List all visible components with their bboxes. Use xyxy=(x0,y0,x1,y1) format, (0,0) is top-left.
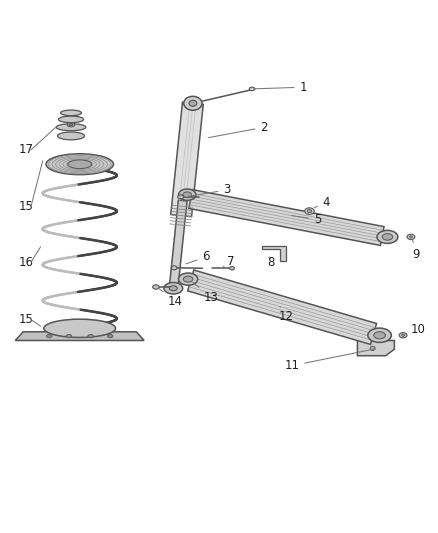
Ellipse shape xyxy=(179,189,196,200)
Text: 8: 8 xyxy=(267,256,274,269)
Ellipse shape xyxy=(66,334,72,338)
Ellipse shape xyxy=(170,286,177,291)
Ellipse shape xyxy=(230,266,234,270)
Ellipse shape xyxy=(189,100,197,107)
Text: 9: 9 xyxy=(413,240,420,261)
Text: 3: 3 xyxy=(188,183,231,196)
Ellipse shape xyxy=(152,285,159,289)
Ellipse shape xyxy=(399,333,407,338)
Ellipse shape xyxy=(67,123,75,127)
Text: 10: 10 xyxy=(404,323,425,336)
Text: 15: 15 xyxy=(19,200,34,213)
Ellipse shape xyxy=(60,110,81,116)
Ellipse shape xyxy=(407,235,415,239)
Ellipse shape xyxy=(382,233,392,240)
Polygon shape xyxy=(169,200,187,291)
Ellipse shape xyxy=(164,282,183,294)
Ellipse shape xyxy=(410,236,413,238)
Ellipse shape xyxy=(402,334,405,336)
Ellipse shape xyxy=(184,276,193,282)
Ellipse shape xyxy=(57,132,85,140)
Polygon shape xyxy=(187,270,377,344)
Text: 6: 6 xyxy=(186,251,210,264)
Text: 5: 5 xyxy=(291,213,321,226)
Polygon shape xyxy=(15,332,144,341)
Polygon shape xyxy=(261,246,286,261)
Text: 13: 13 xyxy=(193,282,219,304)
Text: 16: 16 xyxy=(19,256,34,269)
Ellipse shape xyxy=(107,334,113,338)
Ellipse shape xyxy=(249,87,255,91)
Text: 12: 12 xyxy=(278,306,293,323)
Ellipse shape xyxy=(46,154,113,175)
Text: 15: 15 xyxy=(19,313,34,326)
Text: 4: 4 xyxy=(314,196,330,208)
Ellipse shape xyxy=(307,209,311,213)
Ellipse shape xyxy=(68,160,92,168)
Ellipse shape xyxy=(368,328,391,342)
Ellipse shape xyxy=(58,116,84,123)
Text: 14: 14 xyxy=(159,289,183,308)
Polygon shape xyxy=(357,341,394,356)
Ellipse shape xyxy=(178,195,184,199)
Polygon shape xyxy=(171,102,203,217)
Ellipse shape xyxy=(377,230,398,244)
Ellipse shape xyxy=(370,346,375,351)
Ellipse shape xyxy=(184,96,202,110)
Ellipse shape xyxy=(44,319,116,337)
Polygon shape xyxy=(189,190,384,245)
Ellipse shape xyxy=(183,192,191,198)
Ellipse shape xyxy=(305,208,314,214)
Text: 1: 1 xyxy=(254,80,307,94)
Ellipse shape xyxy=(171,266,177,270)
Text: 17: 17 xyxy=(19,143,34,156)
Ellipse shape xyxy=(179,273,198,285)
Text: 7: 7 xyxy=(223,255,234,268)
Ellipse shape xyxy=(69,124,73,126)
Ellipse shape xyxy=(88,334,93,338)
Text: 2: 2 xyxy=(208,121,268,138)
Ellipse shape xyxy=(46,334,52,338)
Ellipse shape xyxy=(56,124,86,131)
Text: 11: 11 xyxy=(284,349,375,372)
Ellipse shape xyxy=(374,332,385,339)
